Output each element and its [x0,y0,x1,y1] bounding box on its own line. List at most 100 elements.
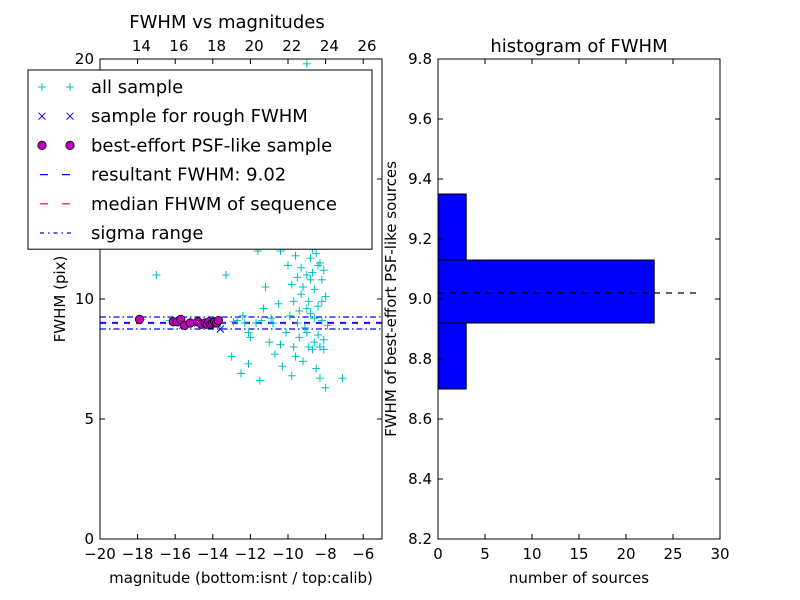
left-x-tick-label: −8 [315,545,337,563]
all-sample-point [285,311,294,320]
right-x-axis-label: number of sources [509,569,649,587]
all-sample-point [299,283,308,291]
right-y-tick-label: 9.6 [408,110,432,128]
legend-entry-label: sigma range [91,223,203,244]
all-sample-point [312,364,321,373]
all-sample-point [291,251,300,260]
all-sample-point [314,302,323,311]
top-axis-tick-label: 24 [320,37,339,55]
all-sample-point [300,323,309,332]
all-sample-point [240,319,249,327]
all-sample-point [302,328,311,337]
left-x-axis-label: magnitude (bottom:isnt / top:calib) [109,569,373,587]
left-y-tick-label: 10 [75,290,94,308]
right-y-tick-label: 8.6 [408,410,432,428]
all-sample-point [293,319,302,327]
all-sample-point [227,352,236,361]
legend: all sample sample for rough FWHM best-effo… [27,69,373,250]
all-sample-point [302,59,311,68]
all-sample-point [238,311,247,320]
right-x-tick-label: 10 [522,545,541,563]
all-sample-point [319,335,328,344]
all-sample-point [276,340,285,349]
fwhm-vs-magnitude-panel: FWHM vs magnitudes −20 −18 −16 −14 −12 −10 −8−… [27,12,383,587]
all-sample-point [306,275,315,284]
right-y-tick-label: 9.2 [408,230,432,248]
right-chart-title: histogram of FWHM [490,36,667,57]
all-sample-point [268,319,277,327]
all-sample-point [314,331,323,339]
all-sample-point [257,316,266,325]
all-sample-point [244,328,253,337]
all-sample-point [310,338,319,347]
all-sample-point [259,304,268,313]
legend-entry-label: median FHWM of sequence [91,194,337,215]
top-axis-tick-label: 18 [207,37,226,55]
all-sample-point [310,285,319,294]
left-y-tick-label: 20 [75,50,94,68]
legend-marker [66,112,74,121]
all-sample-point [315,374,324,383]
all-sample-point [289,297,298,306]
all-sample-point [317,275,326,284]
right-x-tick-label: 30 [710,545,729,563]
all-sample-point [315,343,324,351]
all-sample-point [297,263,306,272]
x-marker-b [38,112,46,121]
all-sample-point [321,292,330,301]
all-sample-point [323,321,332,330]
all-sample-point [295,307,304,315]
left-axes: −20−18−16−14−12−10−8−6051015201416182022… [75,37,382,563]
legend-marker [38,112,46,121]
all-sample-point [265,338,274,347]
all-sample-point [308,268,317,277]
all-sample-point [304,297,313,306]
left-y-axis-label: FWHM (pix) [51,256,69,343]
right-y-tick-label: 8.2 [408,530,432,548]
legend-entry-label: sample for rough FWHM [91,106,308,127]
histogram-bar [437,193,467,261]
right-data-layer [437,193,697,390]
left-x-tick-label: −6 [352,545,374,563]
right-y-axis-label: FWHM of best-effort PSF-like sources [382,161,400,437]
right-x-tick-label: 5 [480,545,490,563]
right-y-tick-label: 8.8 [408,350,432,368]
top-axis-tick-label: 16 [169,37,188,55]
all-sample-point [252,319,261,327]
left-y-tick-label: 5 [84,410,94,428]
top-axis-tick-label: 22 [282,37,301,55]
all-sample-point [284,261,292,270]
all-sample-point [338,374,347,383]
all-sample-point [244,359,253,368]
all-sample-point [152,271,161,279]
legend-entry-label: best-effort PSF-like sample [91,135,332,156]
all-sample-point [278,362,287,371]
left-x-tick-label: −16 [159,545,191,563]
all-sample-point [287,371,296,380]
legend-marker [38,83,46,91]
right-x-tick-label: 25 [663,545,682,563]
legend-entry-label: all sample [91,77,183,98]
left-chart-title: FWHM vs magnitudes [129,12,324,33]
all-sample-point [321,383,330,392]
all-sample-point [299,357,308,366]
all-sample-point [267,314,276,323]
all-sample-point [255,376,264,385]
top-axis-tick-label: 14 [132,37,151,55]
right-x-tick-label: 15 [569,545,588,563]
all-sample-point [229,317,238,326]
left-x-tick-label: −10 [272,545,304,563]
all-sample-point [306,309,315,318]
all-sample-point [295,333,304,342]
all-sample-point [312,249,321,258]
all-sample-point [291,352,300,361]
all-sample-point [319,266,328,275]
legend-marker [66,83,74,91]
histogram-bar [437,259,655,324]
x-marker-b [216,325,225,333]
right-y-tick-label: 9.0 [408,290,432,308]
all-sample-point [282,328,291,337]
left-x-tick-label: −12 [235,545,267,563]
all-sample-point [302,271,311,279]
all-sample-point [297,290,306,299]
